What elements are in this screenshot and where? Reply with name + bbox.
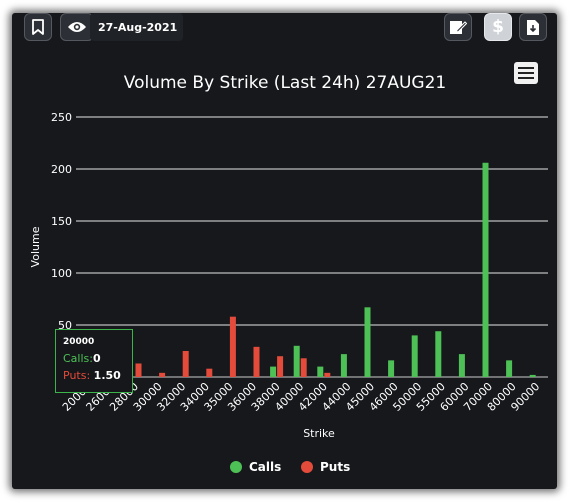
chart-container	[12, 13, 557, 489]
legend-item-calls[interactable]: Calls	[230, 460, 281, 474]
chart-title: Volume By Strike (Last 24h) 27AUG21	[124, 73, 446, 93]
legend-calls-label: Calls	[249, 460, 281, 474]
bar-calls-70000[interactable]	[482, 162, 489, 377]
bar-puts-32000[interactable]	[182, 351, 189, 377]
bar-calls-60000[interactable]	[458, 354, 465, 377]
date-value: 27-Aug-2021	[98, 20, 178, 34]
legend-puts-marker	[301, 461, 313, 473]
currency-button[interactable]: $	[484, 13, 512, 41]
bar-calls-55000[interactable]	[435, 331, 442, 377]
tooltip-calls-value: 0	[92, 352, 101, 365]
bar-puts-34000[interactable]	[206, 368, 213, 377]
bar-calls-45000[interactable]	[364, 307, 371, 377]
x-axis-label: Strike	[303, 427, 335, 440]
edit-button[interactable]	[444, 13, 472, 41]
chart-tooltip: 20000 Calls:0 Puts: 1.50	[55, 329, 133, 393]
bookmark-button[interactable]	[24, 13, 52, 41]
bar-puts-36000[interactable]	[253, 346, 260, 377]
bar-puts-40000[interactable]	[300, 358, 307, 377]
edit-icon	[450, 21, 467, 34]
bar-calls-90000[interactable]	[529, 374, 536, 377]
y-tick-label: 50	[58, 319, 72, 332]
chart-menu-button[interactable]	[514, 62, 538, 84]
bar-puts-30000[interactable]	[159, 372, 166, 377]
bar-calls-44000[interactable]	[340, 354, 347, 377]
eye-icon	[68, 22, 86, 32]
bar-puts-35000[interactable]	[229, 316, 236, 377]
bookmark-icon	[32, 19, 44, 35]
tooltip-title: 20000	[63, 337, 95, 347]
download-button[interactable]	[519, 13, 547, 41]
bar-calls-50000[interactable]	[411, 335, 418, 377]
legend-calls-marker	[230, 461, 242, 473]
legend-item-puts[interactable]: Puts	[301, 460, 350, 474]
y-tick-label: 250	[51, 111, 72, 124]
y-tick-label: 150	[51, 215, 72, 228]
dollar-icon: $	[492, 17, 504, 37]
bar-puts-28000[interactable]	[135, 363, 142, 377]
bar-calls-40000[interactable]	[293, 345, 300, 377]
view-toggle-button[interactable]	[60, 13, 94, 41]
date-select[interactable]: 27-Aug-2021	[90, 13, 183, 41]
legend: Calls Puts	[230, 460, 350, 474]
y-tick-label: 100	[51, 267, 72, 280]
y-tick-label: 200	[51, 163, 72, 176]
bar-calls-46000[interactable]	[388, 360, 395, 377]
bar-puts-38000[interactable]	[277, 356, 284, 377]
bar-puts-42000[interactable]	[324, 372, 331, 377]
tooltip-calls-label: Calls:	[63, 352, 93, 365]
y-axis-label: Volume	[29, 226, 42, 267]
bar-calls-42000[interactable]	[317, 366, 324, 377]
bar-calls-80000[interactable]	[506, 360, 513, 377]
tooltip-puts-label: Puts:	[63, 369, 91, 382]
bar-calls-38000[interactable]	[270, 366, 277, 377]
tooltip-puts-value: 1.50	[93, 369, 121, 382]
legend-puts-label: Puts	[320, 460, 350, 474]
menu-icon	[518, 67, 534, 69]
download-icon	[527, 19, 539, 35]
